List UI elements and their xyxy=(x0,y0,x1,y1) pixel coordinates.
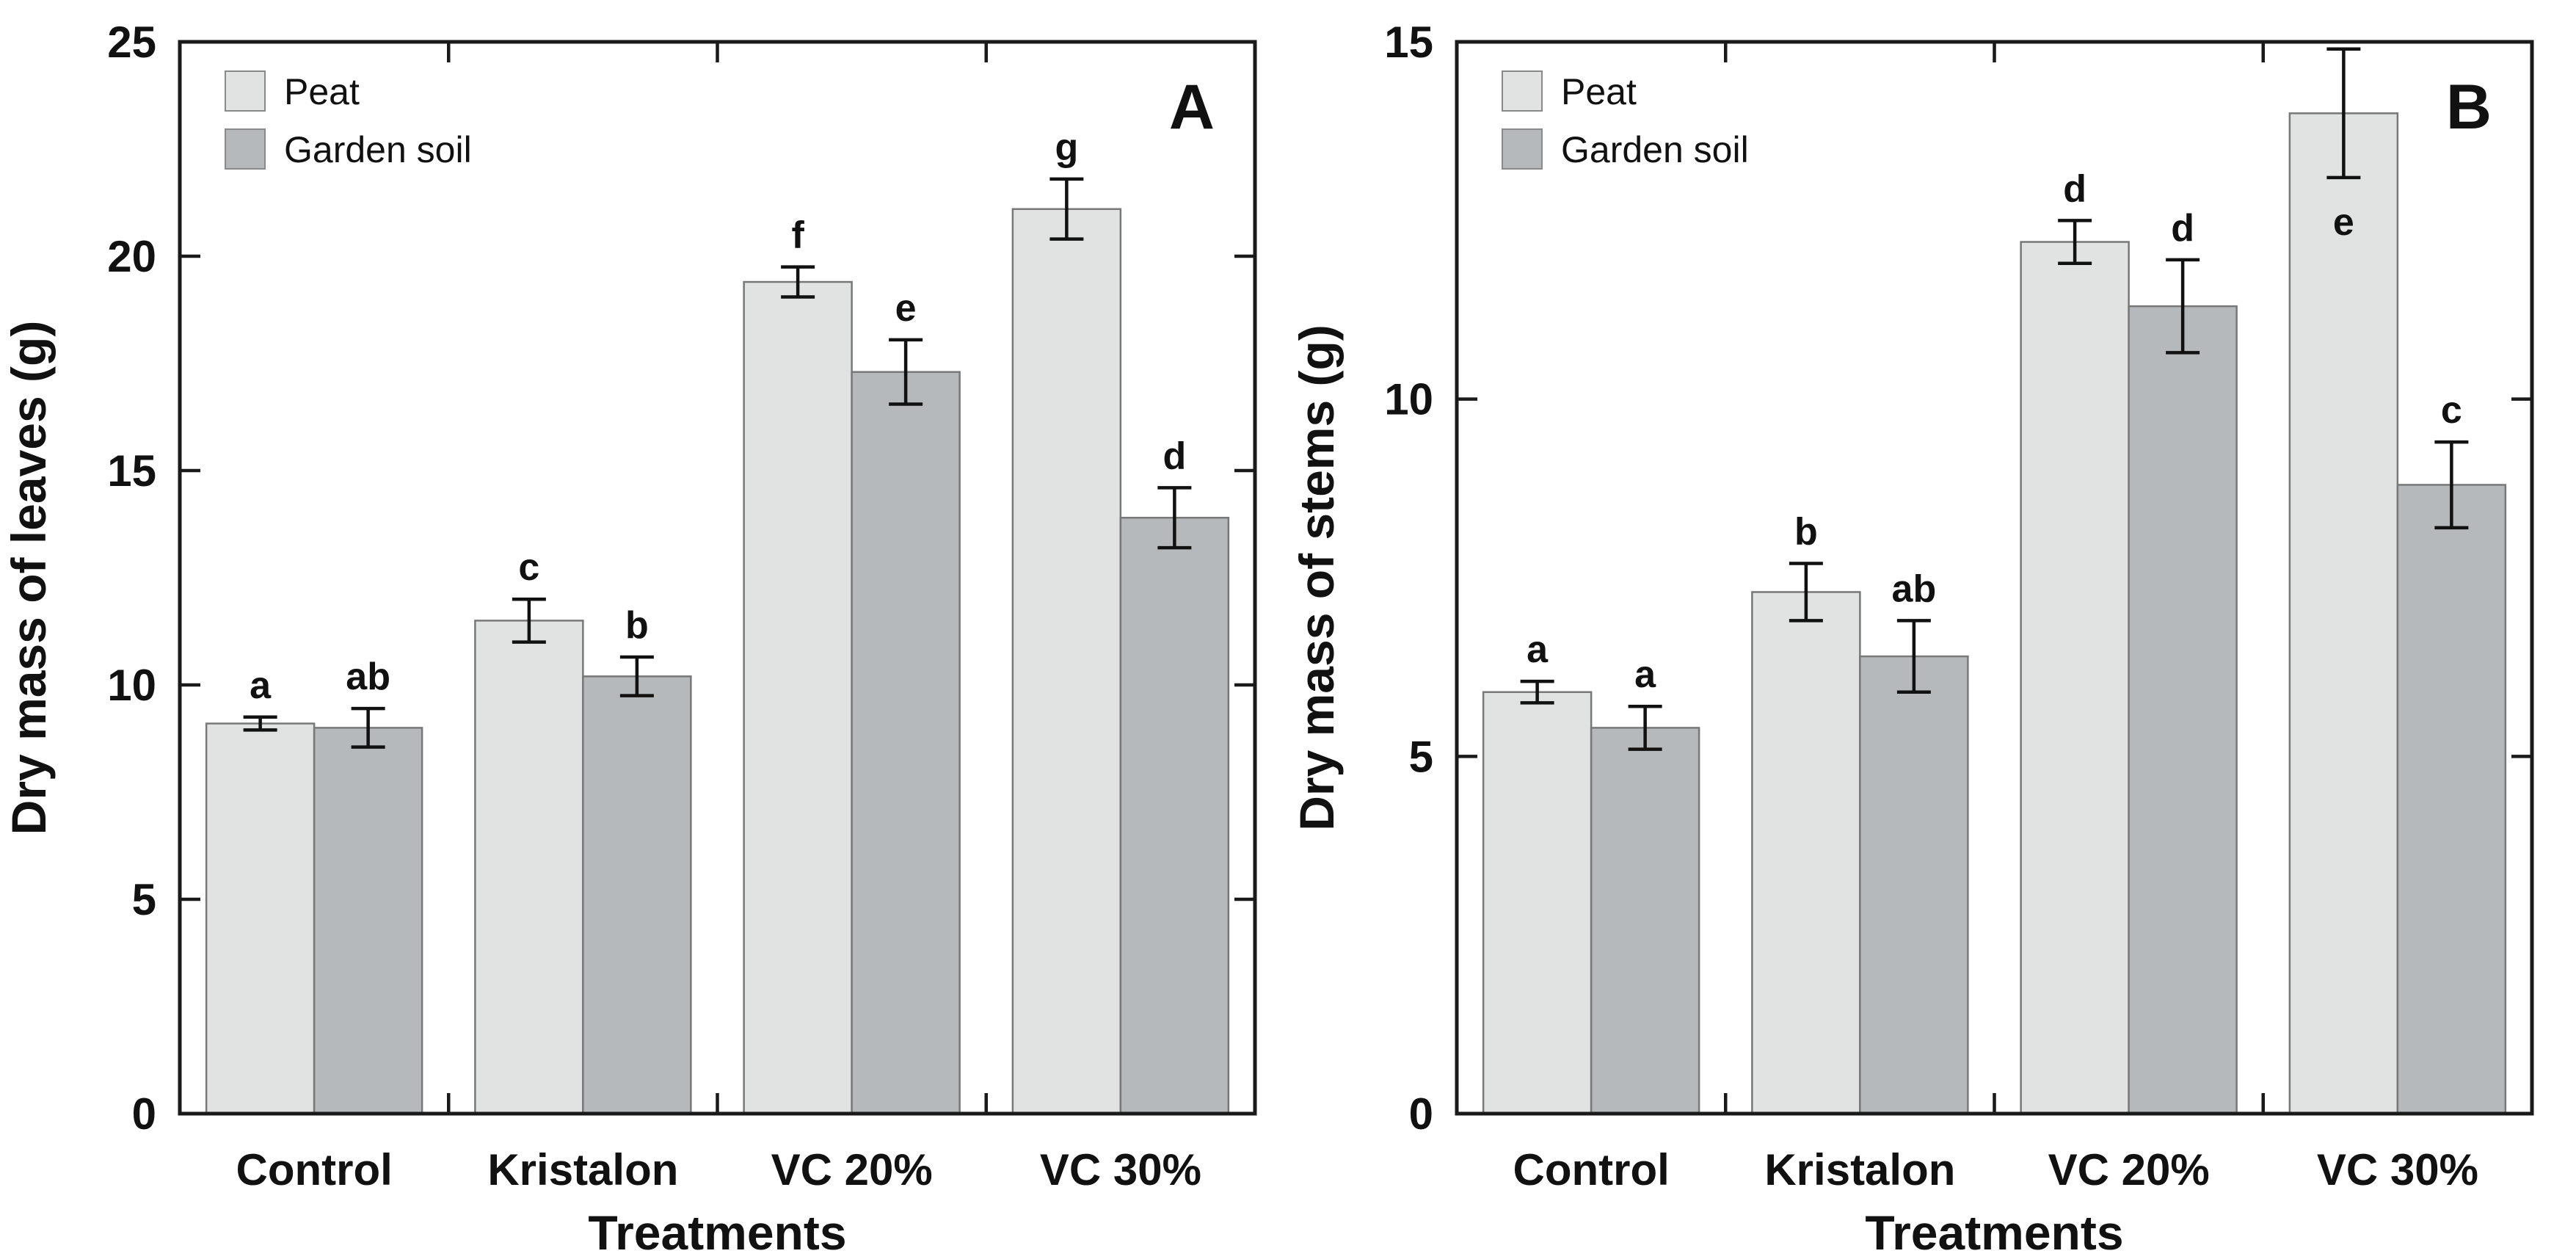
bar-garden-soil xyxy=(582,675,692,1115)
y-tick-label: 15 xyxy=(107,446,156,496)
sig-letter: g xyxy=(1055,126,1078,169)
sig-letter: a xyxy=(1527,628,1549,671)
y-tick-label: 10 xyxy=(107,661,156,710)
sig-letter: e xyxy=(2333,201,2354,244)
bar-peat xyxy=(1482,691,1593,1115)
legend-swatch-peat xyxy=(225,70,266,112)
bar-garden-soil xyxy=(2396,484,2507,1115)
category-label: VC 30% xyxy=(2317,1145,2478,1194)
sig-letter: a xyxy=(1634,653,1656,696)
y-tick-label: 5 xyxy=(132,875,156,924)
bar-peat xyxy=(743,280,853,1115)
sig-letter: d xyxy=(1163,435,1186,477)
bar-garden-soil xyxy=(1859,655,1969,1115)
legend-label: Garden soil xyxy=(284,129,472,170)
category-label: Control xyxy=(236,1145,392,1194)
y-tick-label: 10 xyxy=(1384,375,1433,424)
legend-label: Garden soil xyxy=(1561,129,1749,170)
x-axis-title: Treatments xyxy=(1865,1205,2123,1259)
sig-letter: a xyxy=(250,664,272,707)
bar-garden-soil xyxy=(1590,727,1700,1115)
panel-letter: B xyxy=(2446,72,2492,142)
sig-letter: ab xyxy=(1892,567,1937,610)
bar-peat xyxy=(1751,591,1861,1115)
bar-garden-soil xyxy=(2128,305,2238,1115)
bar-peat xyxy=(1011,208,1122,1115)
category-label: Control xyxy=(1513,1145,1669,1194)
y-tick-label: 0 xyxy=(1409,1089,1433,1139)
panel-letter: A xyxy=(1169,72,1215,142)
y-tick-label: 15 xyxy=(1384,18,1433,67)
y-tick-label: 0 xyxy=(132,1089,156,1139)
bar-peat xyxy=(474,620,584,1115)
bar-garden-soil xyxy=(851,371,961,1115)
sig-letter: d xyxy=(2063,167,2086,210)
sig-letter: b xyxy=(1794,511,1818,554)
y-tick-label: 20 xyxy=(107,232,156,281)
sig-letter: c xyxy=(2441,389,2462,432)
legend-swatch-peat xyxy=(1502,70,1543,112)
category-label: VC 20% xyxy=(771,1145,933,1194)
bar-garden-soil xyxy=(1119,516,1230,1115)
sig-letter: d xyxy=(2171,207,2194,250)
legend-label: Peat xyxy=(284,71,360,112)
legend-swatch-garden-soil xyxy=(1502,128,1543,170)
category-label: Kristalon xyxy=(1764,1145,1955,1194)
legend-swatch-garden-soil xyxy=(225,128,266,170)
category-label: VC 30% xyxy=(1040,1145,1201,1194)
y-axis-title: Dry mass of leaves (g) xyxy=(1,321,56,835)
y-tick-label: 5 xyxy=(1409,732,1433,781)
x-axis-title: Treatments xyxy=(588,1205,846,1259)
category-label: VC 20% xyxy=(2048,1145,2210,1194)
sig-letter: e xyxy=(895,287,917,330)
bar-garden-soil xyxy=(313,727,423,1115)
y-axis-title: Dry mass of stems (g) xyxy=(1289,324,1344,831)
y-tick-label: 25 xyxy=(107,18,156,67)
category-label: Kristalon xyxy=(487,1145,678,1194)
sig-letter: b xyxy=(625,604,649,647)
panel-a-chart: a c f g ab b e d 0 5 10 15 20 25 Control Kristalon VC 20… xyxy=(1,18,1257,1259)
bar-peat xyxy=(2288,112,2399,1115)
legend-label: Peat xyxy=(1561,71,1637,112)
bar-peat xyxy=(2020,241,2130,1115)
bar-peat xyxy=(205,722,316,1115)
sig-letter: f xyxy=(791,214,804,257)
sig-letter: ab xyxy=(346,656,390,698)
sig-letter: c xyxy=(518,546,539,589)
